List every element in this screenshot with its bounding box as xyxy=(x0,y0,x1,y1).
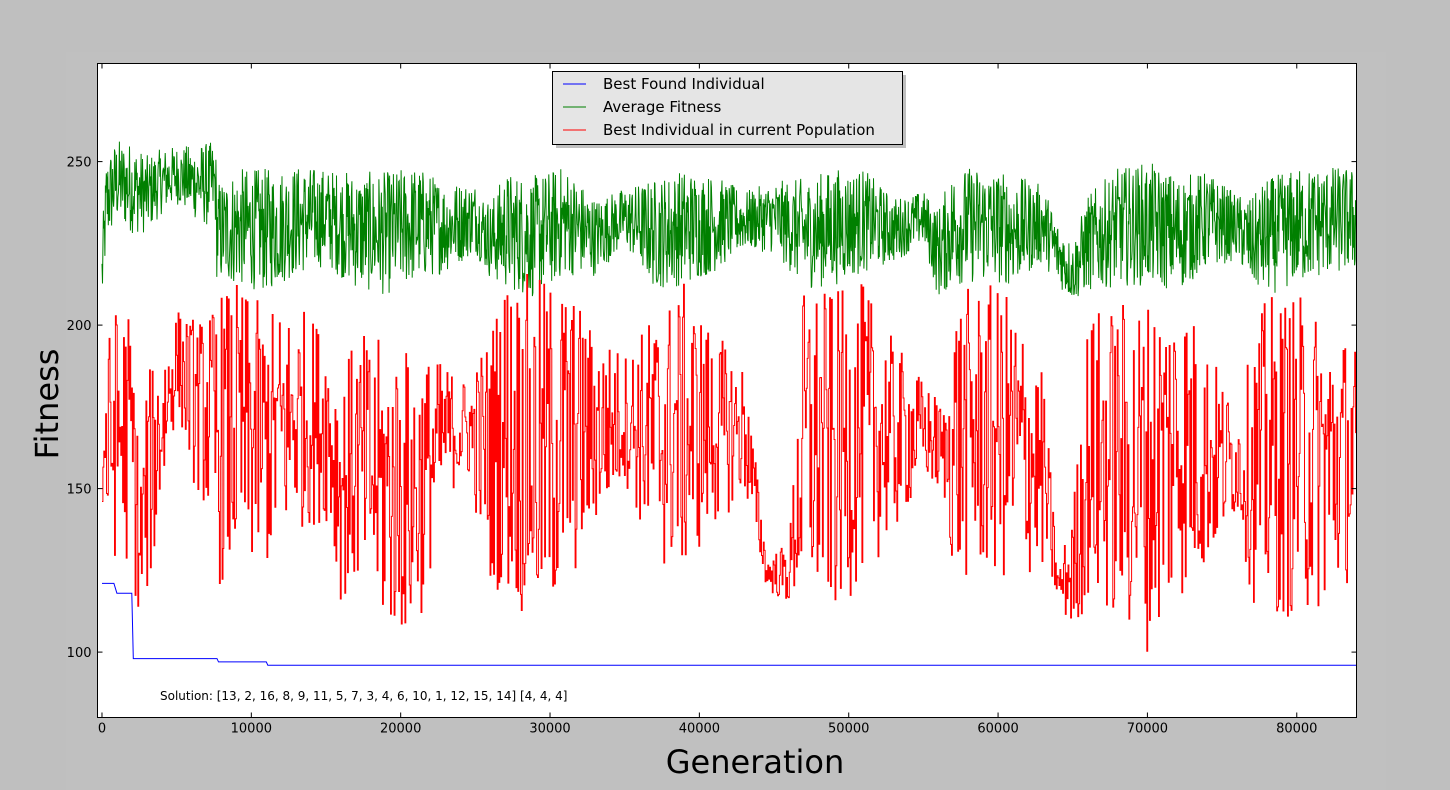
legend: Best Found Individual Average Fitness Be… xyxy=(552,71,906,148)
y-tick-label: 100 xyxy=(67,646,92,661)
series-best-found-line xyxy=(102,582,1357,666)
series-average-fitness-line xyxy=(101,141,1357,297)
legend-box xyxy=(552,71,903,145)
x-tick-label: 70000 xyxy=(1127,722,1168,737)
y-tick-label: 150 xyxy=(67,483,92,498)
series-layer xyxy=(101,141,1357,666)
legend-label-average: Average Fitness xyxy=(603,98,722,116)
x-tick-label: 50000 xyxy=(828,722,869,737)
x-tick-label: 20000 xyxy=(380,722,421,737)
solution-annotation: Solution: [13, 2, 16, 8, 9, 11, 5, 7, 3,… xyxy=(160,689,567,703)
axis-ticks: 0 10000 20000 30000 40000 50000 60000 70000 8000… xyxy=(67,63,1357,737)
x-tick-label: 30000 xyxy=(529,722,570,737)
legend-label-best-current: Best Individual in current Population xyxy=(603,121,875,139)
x-tick-label: 10000 xyxy=(231,722,272,737)
x-tick-label: 60000 xyxy=(977,722,1018,737)
y-tick-label: 200 xyxy=(67,319,92,334)
x-tick-label: 80000 xyxy=(1276,722,1317,737)
y-tick-label: 250 xyxy=(67,156,92,171)
plot-frame xyxy=(97,63,1357,718)
series-best-current-line xyxy=(102,274,1357,652)
x-axis-label: Generation xyxy=(666,743,845,781)
x-tick-label: 0 xyxy=(98,722,106,737)
legend-label-best-found: Best Found Individual xyxy=(603,75,765,93)
y-axis-label: Fitness xyxy=(28,349,66,460)
x-tick-label: 40000 xyxy=(679,722,720,737)
